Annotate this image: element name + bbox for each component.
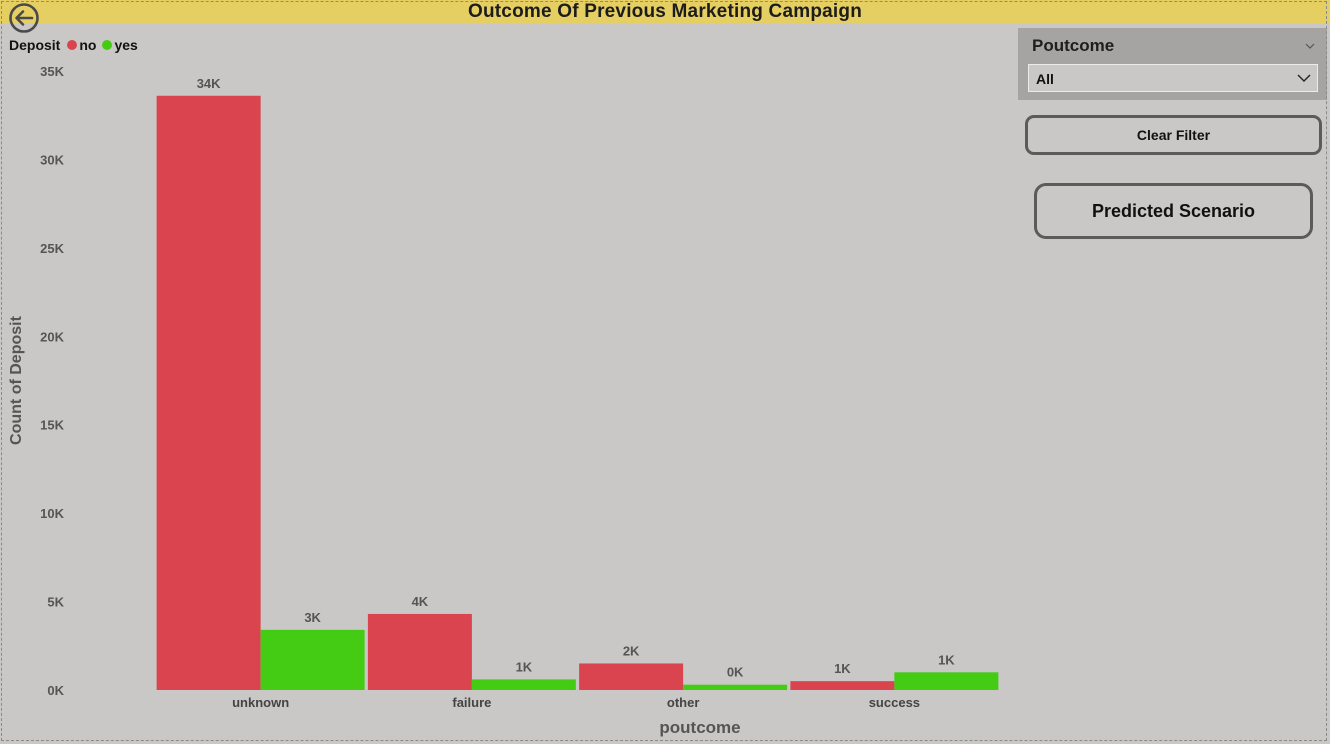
- slicer-dropdown[interactable]: All: [1028, 64, 1318, 92]
- legend-item-yes[interactable]: yes: [102, 37, 138, 53]
- data-label-no-failure: 4K: [412, 594, 429, 609]
- y-tick-label: 25K: [40, 241, 64, 256]
- bar-chart: 0K 5K 10K 15K 20K 25K 30K 35K Count of Deposit po…: [8, 64, 999, 737]
- data-label-no-other: 2K: [623, 643, 640, 658]
- chevron-down-icon[interactable]: [1305, 41, 1315, 51]
- x-tick-label: other: [667, 695, 700, 710]
- bar-yes-unknown: [260, 629, 365, 690]
- bar-yes-failure: [471, 679, 576, 690]
- poutcome-slicer: Poutcome All: [1018, 28, 1327, 100]
- slicer-title: Poutcome: [1032, 36, 1115, 55]
- data-label-yes-success: 1K: [938, 652, 955, 667]
- slicer-selected-value: All: [1036, 71, 1054, 87]
- legend-label-yes: yes: [114, 37, 138, 53]
- bar-yes-other: [683, 684, 788, 690]
- chart-legend: Deposit no yes: [9, 37, 138, 53]
- bar-no-failure: [367, 613, 472, 690]
- y-tick-label: 30K: [40, 152, 64, 167]
- chevron-down-icon: [1297, 74, 1311, 82]
- y-tick-label: 5K: [47, 595, 64, 610]
- legend-title: Deposit: [9, 37, 61, 53]
- data-label-yes-other: 0K: [727, 665, 744, 680]
- x-tick-label: failure: [452, 695, 491, 710]
- legend-label-no: no: [79, 37, 97, 53]
- x-axis-label: poutcome: [659, 718, 740, 737]
- y-tick-label: 35K: [40, 64, 64, 79]
- legend-dot-yes: [102, 40, 113, 50]
- clear-filter-button[interactable]: Clear Filter: [1025, 115, 1322, 155]
- y-tick-label: 10K: [40, 506, 64, 521]
- title-bar: [0, 0, 1330, 24]
- bar-yes-success: [894, 672, 999, 690]
- data-label-no-unknown: 34K: [197, 76, 221, 91]
- bar-no-success: [790, 681, 895, 690]
- y-axis-label: Count of Deposit: [8, 315, 25, 445]
- bar-no-unknown: [156, 95, 261, 690]
- data-label-no-success: 1K: [834, 661, 851, 676]
- x-tick-label: unknown: [232, 695, 289, 710]
- y-tick-label: 15K: [40, 418, 64, 433]
- x-tick-label: success: [869, 695, 920, 710]
- data-label-yes-failure: 1K: [516, 659, 533, 674]
- back-arrow-icon[interactable]: [8, 2, 40, 34]
- legend-dot-no: [67, 40, 78, 50]
- predicted-scenario-button[interactable]: Predicted Scenario: [1034, 183, 1313, 239]
- legend-item-no[interactable]: no: [67, 37, 96, 53]
- y-tick-label: 20K: [40, 329, 64, 344]
- page-title: Outcome Of Previous Marketing Campaign: [467, 1, 862, 22]
- bar-no-other: [579, 663, 684, 690]
- y-tick-label: 0K: [47, 683, 64, 698]
- data-label-yes-unknown: 3K: [304, 610, 321, 625]
